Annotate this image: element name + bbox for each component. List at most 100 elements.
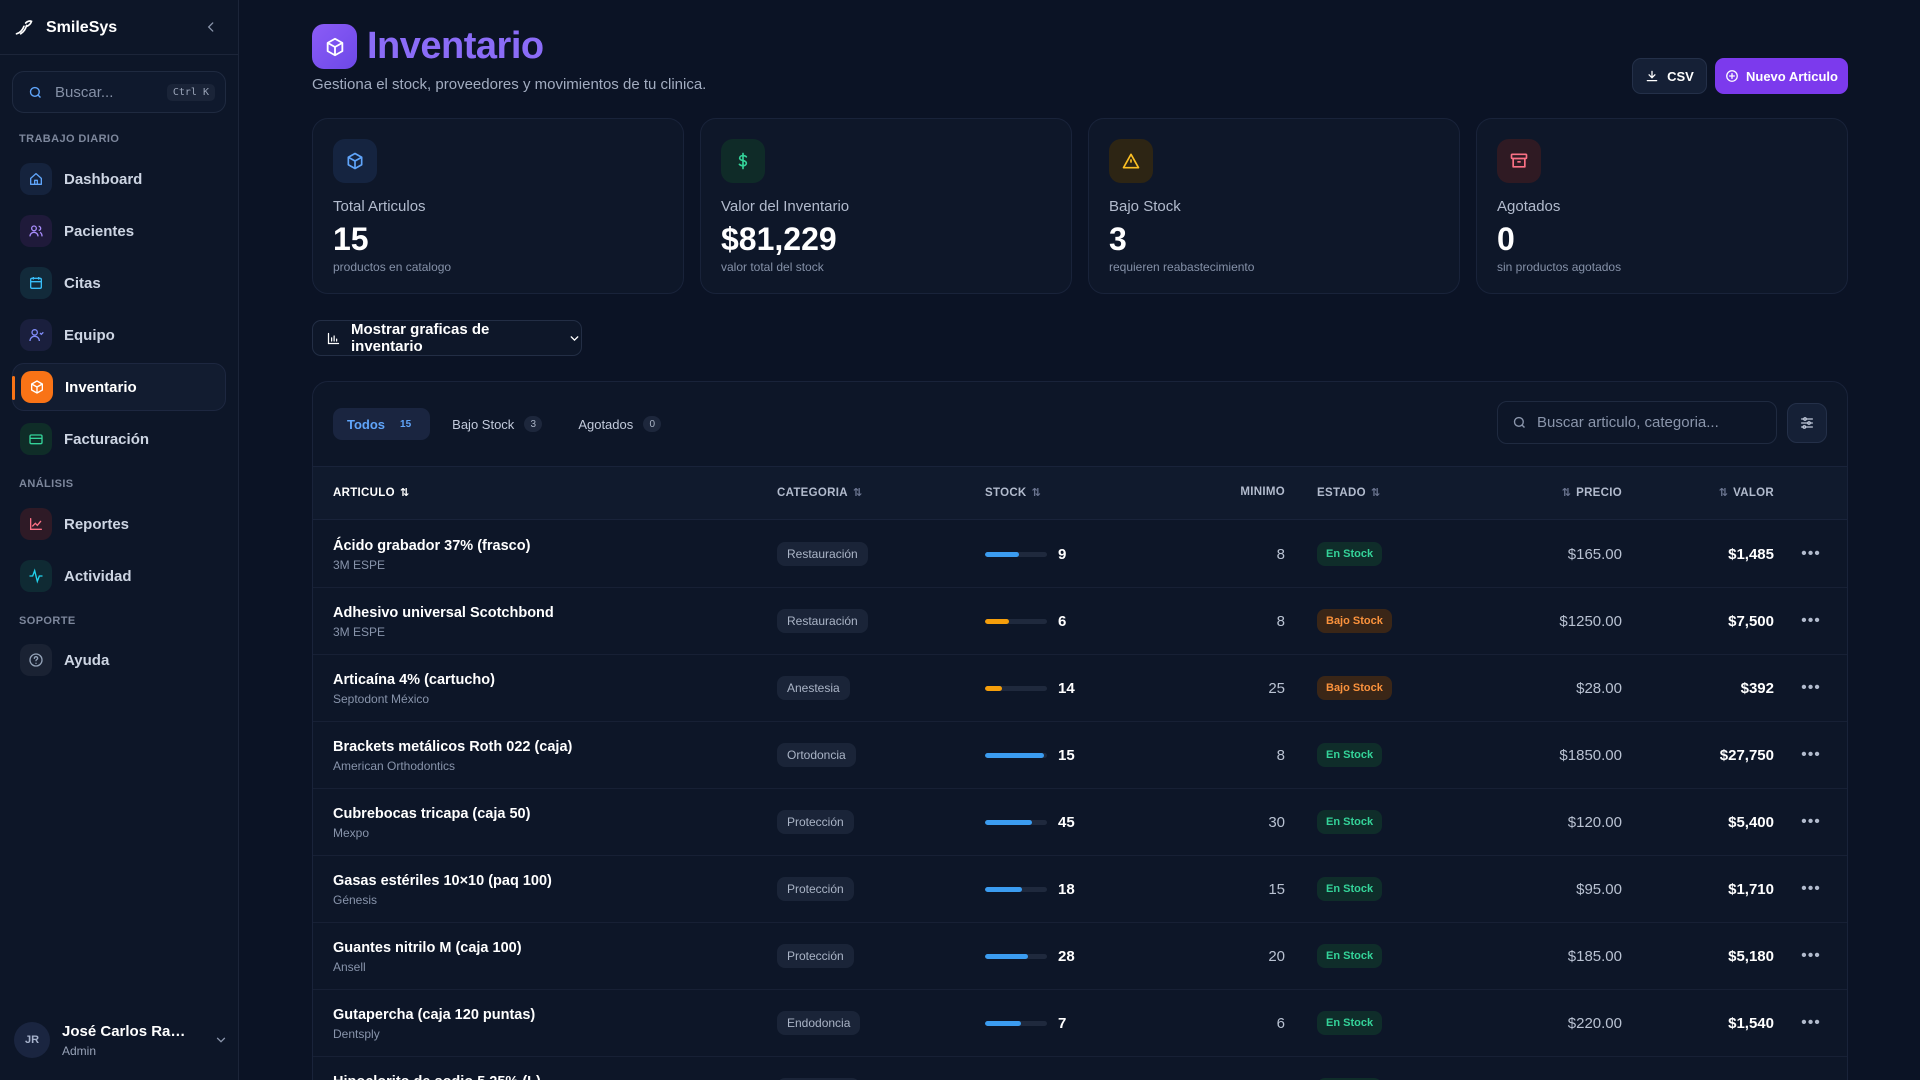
sort-icon: ⇅ <box>852 487 863 499</box>
sort-icon: ⇅ <box>1718 487 1729 499</box>
more-options-icon[interactable]: ••• <box>1801 813 1821 830</box>
sidebar-item-label: Actividad <box>64 567 132 585</box>
sidebar-item-actividad[interactable]: Actividad <box>12 552 226 600</box>
category-chip: Protección <box>777 810 854 834</box>
tab-label: Agotados <box>578 416 634 432</box>
stat-card-total: Total Articulos 15 productos en catalogo <box>312 118 684 294</box>
total-value: $1,485 <box>1728 546 1774 563</box>
status-badge: En Stock <box>1317 1011 1383 1035</box>
page-title: Inventario <box>367 25 544 67</box>
table-row[interactable]: Ácido grabador 37% (frasco) 3M ESPE Restau… <box>313 521 1847 588</box>
chevron-down-icon <box>568 332 581 345</box>
user-menu[interactable]: JR José Carlos Ramír... Admin <box>14 1016 228 1064</box>
activity-icon <box>20 560 52 592</box>
user-role: Admin <box>62 1043 97 1058</box>
sidebar-item-label: Dashboard <box>64 170 143 188</box>
stock-level-fill <box>985 820 1033 825</box>
sort-icon: ⇅ <box>399 487 410 499</box>
total-value: $5,180 <box>1728 948 1774 965</box>
price-value: $185.00 <box>1567 948 1622 965</box>
chevron-down-icon <box>214 1033 228 1047</box>
sidebar-item-facturacion[interactable]: Facturación <box>12 415 226 463</box>
article-name: Hipoclorito de sodio 5.25% (L) <box>333 1074 541 1080</box>
inventory-panel: Todos 15 Bajo Stock 3 Agotados 0 Buscar … <box>312 381 1848 1080</box>
collapse-sidebar-button[interactable] <box>201 16 221 38</box>
column-label: CATEGORIA <box>777 486 848 499</box>
stock-level-fill <box>985 1021 1021 1026</box>
tab-label: Bajo Stock <box>452 416 515 432</box>
more-options-icon[interactable]: ••• <box>1801 545 1821 562</box>
price-value: $220.00 <box>1567 1015 1622 1032</box>
sidebar-item-pacientes[interactable]: Pacientes <box>12 207 226 255</box>
article-name: Adhesivo universal Scotchbond <box>333 605 554 621</box>
table-row[interactable]: Adhesivo universal Scotchbond 3M ESPE Rest… <box>313 588 1847 655</box>
column-stock[interactable]: STOCK ⇅ <box>985 486 1041 500</box>
sidebar-item-ayuda[interactable]: Ayuda <box>12 636 226 684</box>
total-value: $27,750 <box>1719 747 1774 764</box>
table-row[interactable]: Brackets metálicos Roth 022 (caja) Americ… <box>313 722 1847 789</box>
sidebar-item-reportes[interactable]: Reportes <box>12 500 226 548</box>
stock-level-bar <box>985 619 1047 624</box>
column-price[interactable]: ⇅ PRECIO <box>1562 486 1622 500</box>
filter-tabs: Todos 15 Bajo Stock 3 Agotados 0 <box>333 408 675 440</box>
new-article-button[interactable]: Nuevo Articulo <box>1715 58 1848 94</box>
table-row[interactable]: Cubrebocas tricapa (caja 50) Mexpo Protecc… <box>313 789 1847 856</box>
column-label: ESTADO <box>1317 486 1366 499</box>
brand[interactable]: SmileSys <box>14 16 117 40</box>
sidebar-item-dashboard[interactable]: Dashboard <box>12 155 226 203</box>
filter-settings-button[interactable] <box>1787 403 1827 443</box>
column-label: PRECIO <box>1576 486 1622 499</box>
show-charts-toggle[interactable]: Mostrar graficas de inventario <box>312 320 582 356</box>
sidebar-item-inventario[interactable]: Inventario <box>12 363 226 411</box>
more-options-icon[interactable]: ••• <box>1801 612 1821 629</box>
minimum-value: 15 <box>1268 881 1285 898</box>
export-csv-button[interactable]: CSV <box>1632 58 1707 94</box>
column-article[interactable]: ARTICULO ⇅ <box>333 486 410 500</box>
column-minimum: MINIMO <box>1240 486 1285 498</box>
more-options-icon[interactable]: ••• <box>1801 947 1821 964</box>
more-options-icon[interactable]: ••• <box>1801 880 1821 897</box>
help-circle-icon <box>20 644 52 676</box>
table-row[interactable]: Gutapercha (caja 120 puntas) Dentsply Endo… <box>313 990 1847 1057</box>
column-value[interactable]: ⇅ VALOR <box>1718 486 1774 500</box>
section-label-support: SOPORTE <box>19 615 76 627</box>
tab-count: 15 <box>400 418 412 430</box>
article-name: Gasas estériles 10×10 (paq 100) <box>333 873 552 889</box>
total-value: $7,500 <box>1728 613 1774 630</box>
total-value: $5,400 <box>1728 814 1774 831</box>
tab-todos[interactable]: Todos 15 <box>333 408 431 440</box>
sidebar-item-equipo[interactable]: Equipo <box>12 311 226 359</box>
sidebar-search[interactable]: Buscar... Ctrl K <box>12 71 226 113</box>
chart-line-icon <box>20 508 52 540</box>
table-row[interactable]: Articaína 4% (cartucho) Septodont México A… <box>313 655 1847 722</box>
price-value: $1250.00 <box>1559 613 1622 630</box>
tab-agotados[interactable]: Agotados 0 <box>564 408 675 440</box>
column-category[interactable]: CATEGORIA ⇅ <box>777 486 863 500</box>
stock-count: 7 <box>1058 1015 1067 1032</box>
warning-icon <box>1109 139 1153 183</box>
show-charts-label: Mostrar graficas de inventario <box>351 321 490 355</box>
sidebar-item-citas[interactable]: Citas <box>12 259 226 307</box>
sidebar-item-label: Equipo <box>64 326 115 344</box>
more-options-icon[interactable]: ••• <box>1801 1014 1821 1031</box>
category-chip: Ortodoncia <box>777 743 856 767</box>
stock-level-bar <box>985 552 1047 557</box>
stock-level-fill <box>985 887 1023 892</box>
article-supplier: Mexpo <box>333 826 370 840</box>
article-name: Ácido grabador 37% (frasco) <box>333 538 531 554</box>
column-label: STOCK <box>985 486 1027 499</box>
tab-bajo-stock[interactable]: Bajo Stock 3 <box>438 408 556 440</box>
table-row[interactable]: Hipoclorito de sodio 5.25% (L) Endodoncia… <box>313 1057 1847 1080</box>
sidebar-search-placeholder: Buscar... <box>55 83 114 101</box>
column-status[interactable]: ESTADO ⇅ <box>1317 486 1380 500</box>
stat-label: Valor del Inventario <box>721 198 850 215</box>
status-badge: En Stock <box>1317 944 1383 968</box>
more-options-icon[interactable]: ••• <box>1801 679 1821 696</box>
table-search-input[interactable]: Buscar articulo, categoria... <box>1497 401 1777 444</box>
more-options-icon[interactable]: ••• <box>1801 746 1821 763</box>
page-subtitle: Gestiona el stock, proveedores y movimie… <box>312 76 707 93</box>
table-row[interactable]: Gasas estériles 10×10 (paq 100) Génesis Pr… <box>313 856 1847 923</box>
active-indicator <box>12 376 15 400</box>
table-row[interactable]: Guantes nitrilo M (caja 100) Ansell Protec… <box>313 923 1847 990</box>
category-chip: Protección <box>777 944 854 968</box>
